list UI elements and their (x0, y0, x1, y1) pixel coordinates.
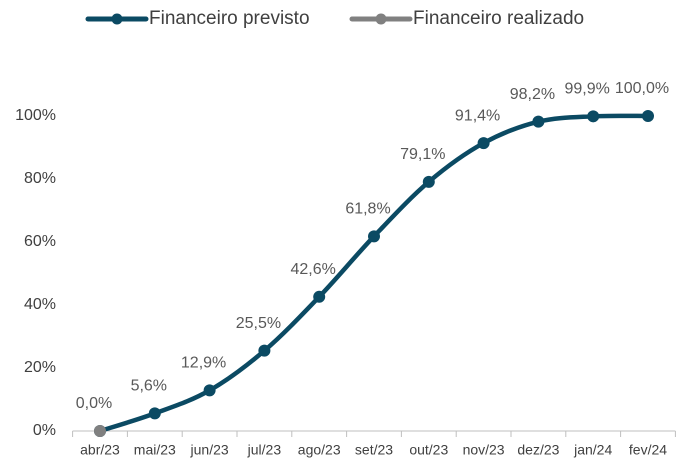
data-label: 98,2% (510, 86, 555, 103)
y-tick-label: 100% (15, 107, 56, 124)
data-label: 25,5% (236, 315, 281, 332)
legend-marker (111, 13, 123, 25)
y-tick-label: 60% (24, 233, 56, 250)
x-tick-label: jun/23 (190, 442, 229, 458)
data-point (532, 115, 545, 128)
x-tick-label: jul/23 (247, 442, 282, 458)
y-tick-label: 40% (24, 296, 56, 313)
x-tick-label: abr/23 (80, 442, 120, 458)
x-tick-label: out/23 (409, 442, 448, 458)
data-point (313, 290, 326, 303)
x-tick-label: set/23 (355, 442, 393, 458)
data-label: 0,0% (76, 395, 112, 412)
y-tick-label: 80% (24, 170, 56, 187)
data-label: 42,6% (291, 261, 336, 278)
data-label: 12,9% (181, 355, 226, 372)
data-point (368, 230, 380, 243)
x-tick-label: fev/24 (629, 442, 667, 458)
data-point (258, 344, 271, 357)
data-point (477, 137, 490, 150)
legend-label: Financeiro realizado (413, 8, 584, 29)
series-line (99, 113, 649, 434)
y-tick-label: 20% (24, 359, 56, 376)
data-label: 91,4% (455, 107, 500, 124)
data-label: 5,6% (131, 378, 167, 395)
x-tick-label: jan/24 (573, 442, 612, 458)
legend-label: Financeiro previsto (149, 8, 310, 29)
x-tick-label: dez/23 (517, 442, 559, 458)
x-tick-label: ago/23 (298, 442, 341, 458)
data-point (148, 407, 161, 420)
data-point (203, 384, 216, 397)
x-tick-label: mai/23 (134, 442, 176, 458)
data-point (642, 110, 654, 122)
data-point (422, 175, 435, 188)
legend-marker (375, 13, 387, 25)
y-tick-label: 0% (33, 422, 56, 439)
data-label: 99,9% (565, 81, 610, 98)
data-label: 79,1% (400, 146, 445, 163)
data-label: 100,0% (615, 80, 669, 97)
x-tick-label: nov/23 (463, 442, 505, 458)
data-label: 61,8% (345, 201, 390, 218)
data-point (94, 425, 106, 437)
data-point (587, 110, 600, 123)
